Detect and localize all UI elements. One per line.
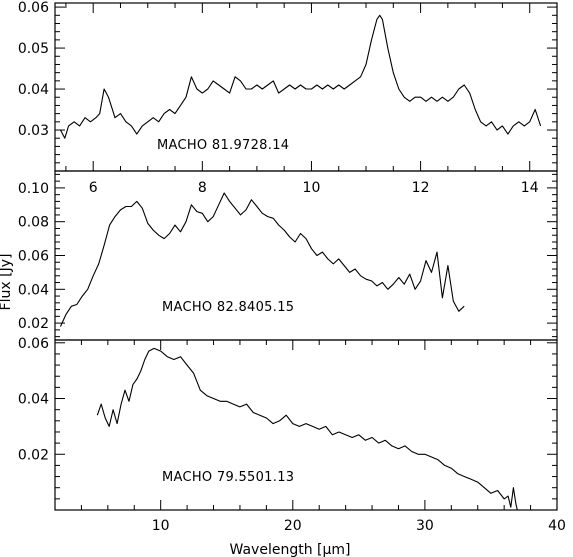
- x-tick-label: 12: [412, 180, 430, 196]
- plot-frame: [54, 339, 558, 511]
- object-label: MACHO 81.9728.14: [157, 138, 289, 153]
- spectrum-line: [59, 192, 465, 327]
- y-axis-label: Flux [Jy]: [0, 254, 14, 311]
- y-tick-label: 0.04: [18, 282, 49, 298]
- panel-macho-81-9728-14: 0.03 0.04 0.05 0.06 6 8 10 12 14 MACHO 81.9728.14: [18, 0, 558, 196]
- y-tick-label: 0.06: [18, 0, 49, 16]
- y-tick-label: 0.08: [18, 215, 49, 231]
- panel-macho-82-8405-15: 0.02 0.04 0.06 0.08 0.10 MACHO 82.8405.15: [18, 170, 558, 341]
- y-tick-label: 0.10: [18, 181, 49, 197]
- y-tick-label: 0.06: [18, 249, 49, 265]
- object-label: MACHO 79.5501.13: [162, 470, 294, 485]
- x-tick-label: 14: [521, 180, 539, 196]
- plot-frame: [54, 170, 558, 341]
- x-axis-label: Wavelength [µm]: [230, 542, 351, 557]
- y-tick-label: 0.04: [18, 82, 49, 98]
- y-tick-label: 0.02: [18, 447, 49, 463]
- plot-frame: [54, 2, 558, 172]
- x-tick-label: 40: [548, 518, 566, 534]
- x-tick-label: 10: [303, 180, 321, 196]
- y-tick-label: 0.02: [18, 316, 49, 332]
- panel-macho-79-5501-13: 0.02 0.04 0.06 10 20 30 40 MACHO 79.5501.13: [18, 336, 566, 534]
- spectrum-line: [60, 14, 542, 139]
- x-tick-label: 8: [198, 180, 207, 196]
- x-tick-label: 6: [89, 180, 98, 196]
- y-tick-label: 0.04: [18, 392, 49, 408]
- x-tick-label: 30: [416, 518, 434, 534]
- y-tick-label: 0.06: [18, 336, 49, 352]
- x-tick-label: 10: [152, 518, 170, 534]
- y-tick-label: 0.05: [18, 41, 49, 57]
- object-label: MACHO 82.8405.15: [162, 300, 294, 315]
- y-tick-label: 0.03: [18, 123, 49, 139]
- x-tick-label: 20: [284, 518, 302, 534]
- spectrum-line: [96, 347, 518, 510]
